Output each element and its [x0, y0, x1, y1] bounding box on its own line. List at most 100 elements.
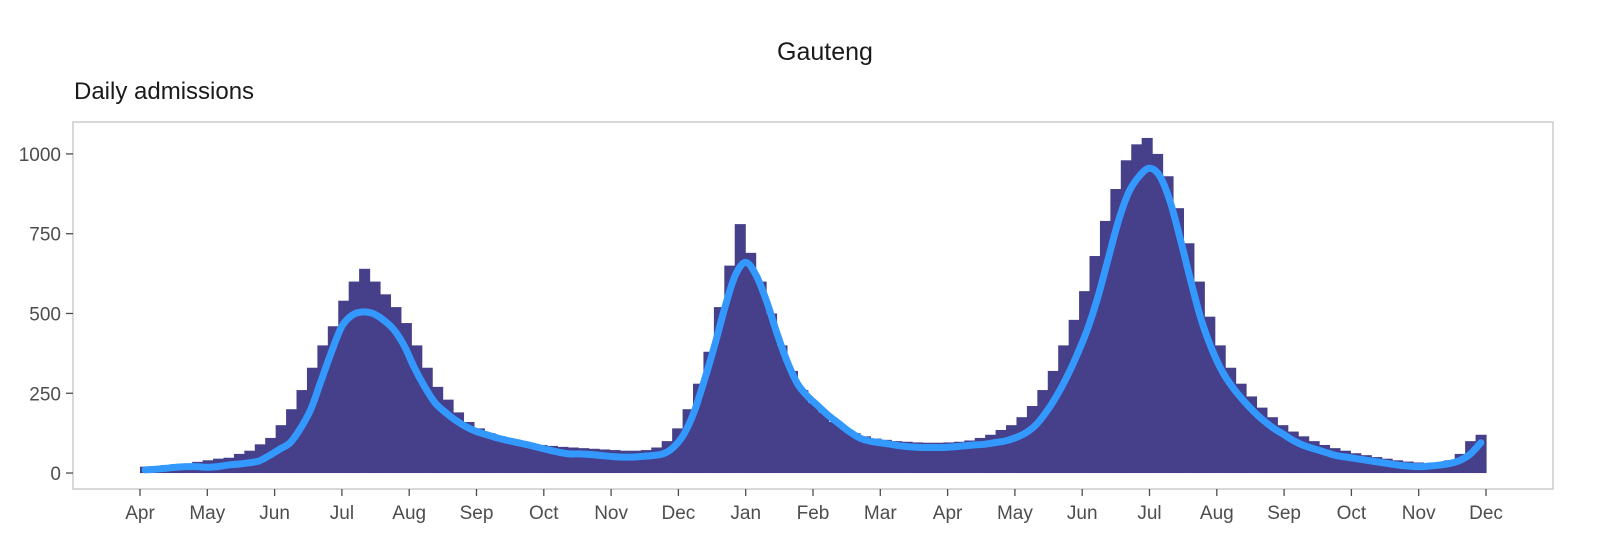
bar [359, 268, 371, 474]
bar [432, 386, 444, 474]
bar [932, 442, 945, 474]
x-tick-label: May [997, 503, 1033, 524]
bar [515, 441, 527, 474]
bar [411, 345, 423, 474]
x-tick-label: Sep [1267, 503, 1301, 524]
bar [338, 300, 350, 474]
bar [557, 446, 569, 474]
bar [912, 442, 924, 474]
bar [1026, 406, 1038, 474]
bar [922, 442, 934, 474]
bar [1308, 441, 1320, 474]
x-tick-label: Jun [1067, 503, 1098, 524]
bar [599, 449, 611, 474]
bar [619, 450, 631, 474]
bar [1172, 208, 1185, 474]
bar [1225, 367, 1237, 474]
bar [1079, 291, 1091, 474]
bar [463, 421, 475, 474]
bar [578, 448, 590, 474]
bar [421, 367, 433, 474]
bar [484, 433, 496, 474]
bar [494, 436, 506, 474]
bar [1235, 383, 1247, 474]
bar [1099, 220, 1111, 474]
bar [1256, 407, 1268, 474]
y-tick-label: 250 [29, 384, 61, 405]
bar [818, 412, 830, 474]
bar [1006, 425, 1018, 474]
chart-title: Gauteng [777, 38, 873, 66]
bar [745, 252, 757, 474]
bar [640, 450, 652, 474]
bar [766, 313, 778, 474]
x-tick-label: Dec [662, 503, 696, 524]
x-axis: Apr May Jun Jul Aug Sep Oct Nov Dec Jan Feb Mar Apr M… [125, 489, 1503, 524]
bar-series [140, 137, 1487, 474]
x-tick-label: Nov [1402, 503, 1436, 524]
x-tick-label: Sep [460, 503, 494, 524]
bar [609, 450, 621, 474]
bar [974, 437, 986, 474]
bar [1287, 431, 1299, 474]
bar [1204, 316, 1216, 474]
bar [1058, 345, 1070, 474]
x-tick-label: Oct [529, 503, 559, 524]
x-tick-label: Dec [1469, 503, 1503, 524]
bar [995, 429, 1007, 474]
x-tick-label: Mar [864, 503, 897, 524]
bar [379, 294, 392, 474]
bar [390, 307, 402, 474]
bar [1120, 160, 1132, 474]
bar [953, 441, 965, 474]
bar [317, 345, 329, 474]
x-tick-label: Feb [797, 503, 830, 524]
x-tick-label: May [189, 503, 225, 524]
bar [682, 409, 694, 474]
y-axis: 0 250 500 750 1000 [19, 145, 73, 485]
bar [536, 444, 548, 474]
bar [567, 447, 579, 474]
bar [453, 412, 465, 474]
bar [1089, 256, 1101, 474]
bar [1214, 345, 1226, 474]
bar [776, 345, 788, 474]
bar [473, 428, 485, 474]
bar [901, 441, 913, 474]
y-tick-label: 500 [29, 304, 61, 325]
x-tick-label: Aug [1200, 503, 1234, 524]
bar [651, 447, 663, 474]
x-tick-label: Jul [1137, 503, 1161, 524]
bar [630, 450, 642, 474]
bar [839, 428, 851, 474]
x-tick-label: Jul [330, 503, 354, 524]
bar [1350, 453, 1362, 474]
bar [724, 265, 736, 474]
bar [734, 224, 746, 474]
x-tick-label: Nov [594, 503, 628, 524]
bar [1047, 370, 1059, 474]
bar [880, 439, 892, 474]
y-tick-label: 750 [29, 225, 61, 246]
bar [1152, 153, 1164, 474]
bar [1183, 243, 1195, 474]
bar [400, 323, 412, 474]
bar [672, 428, 684, 474]
smooth-line-layer [141, 164, 1485, 474]
bar [546, 445, 558, 474]
x-tick-label: Jan [730, 503, 761, 524]
bar [369, 281, 381, 474]
bar [306, 367, 318, 474]
smooth-line [141, 164, 1485, 474]
bar [1016, 417, 1028, 474]
bar [1068, 319, 1080, 474]
bar [807, 402, 819, 474]
y-tick-label: 1000 [19, 145, 61, 166]
bar [943, 442, 955, 474]
bar [1277, 425, 1289, 474]
y-tick-label: 0 [50, 464, 61, 485]
bar [526, 443, 538, 474]
bar [442, 399, 454, 474]
x-tick-label: Oct [1337, 503, 1367, 524]
